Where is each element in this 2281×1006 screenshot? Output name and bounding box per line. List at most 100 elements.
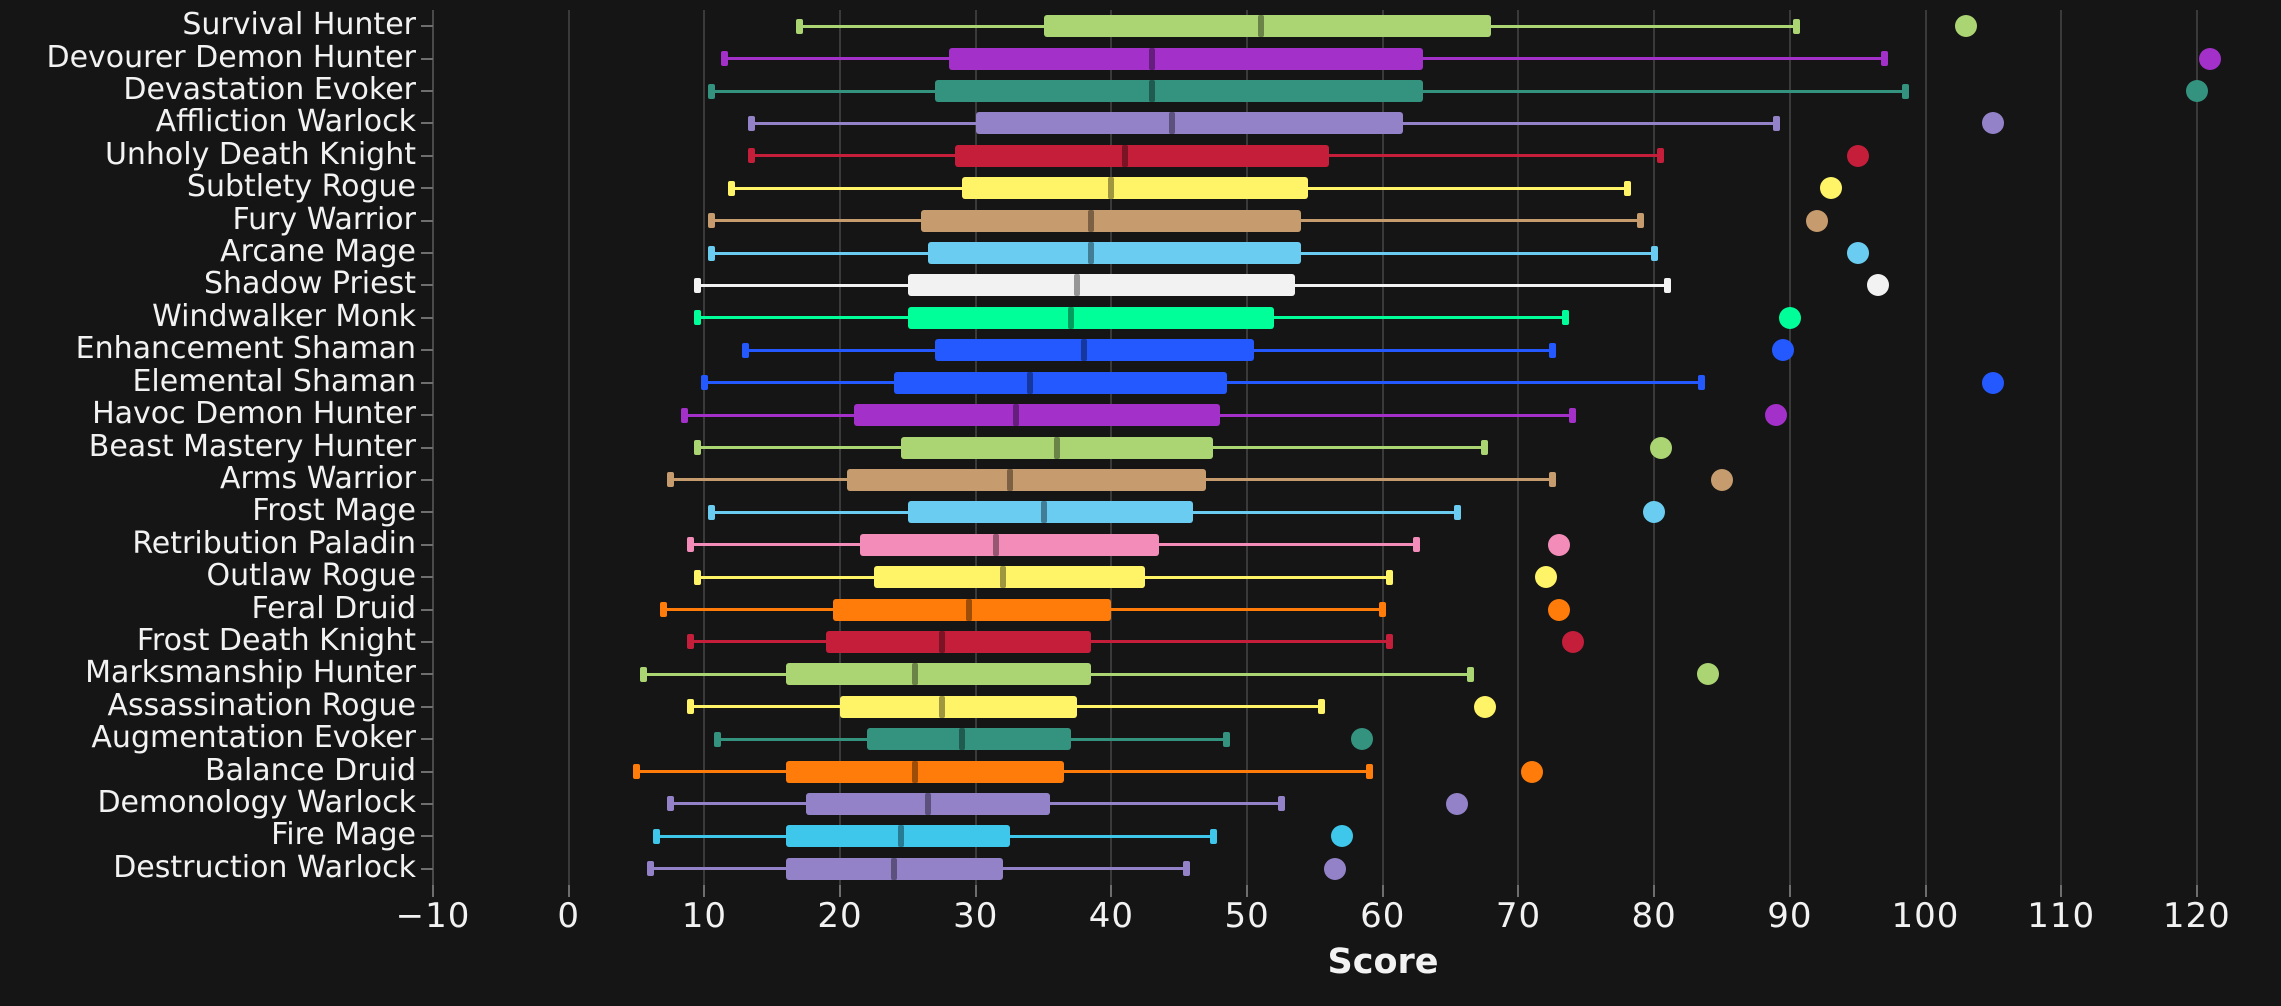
whisker-cap-low — [680, 407, 688, 423]
category-label: Survival Hunter — [182, 7, 416, 43]
outlier-dot — [1778, 306, 1801, 329]
box — [826, 630, 1092, 653]
category-label: Shadow Priest — [204, 266, 416, 302]
median-line — [1067, 306, 1074, 329]
outlier-dot — [1649, 436, 1672, 459]
y-tick — [421, 867, 433, 870]
box — [975, 112, 1404, 135]
box — [833, 598, 1112, 621]
whisker-cap-high — [1657, 148, 1665, 164]
whisker-cap-low — [707, 213, 715, 229]
median-line — [911, 760, 918, 783]
outlier-dot — [1548, 533, 1571, 556]
category-label: Frost Death Knight — [136, 622, 416, 658]
median-line — [1006, 468, 1013, 491]
median-line — [911, 663, 918, 686]
whisker-cap-high — [1793, 18, 1801, 34]
y-tick — [421, 90, 433, 93]
median-line — [1088, 242, 1095, 265]
y-tick — [421, 25, 433, 28]
x-tick-label: 90 — [1767, 896, 1813, 936]
y-tick — [421, 122, 433, 125]
y-tick — [421, 738, 433, 741]
whisker-line-low — [690, 640, 827, 644]
x-axis-title: Score — [1327, 942, 1439, 982]
median-line — [1121, 144, 1128, 167]
whisker-line-low — [751, 154, 956, 158]
whisker-line-low — [745, 348, 936, 352]
box — [921, 209, 1302, 232]
x-tick — [432, 885, 434, 897]
box — [873, 566, 1146, 589]
whisker-cap-low — [748, 148, 756, 164]
x-tick — [1246, 885, 1249, 897]
x-tick-label: 80 — [1631, 896, 1677, 936]
x-tick-label: 40 — [1088, 896, 1135, 936]
box — [785, 663, 1092, 686]
whisker-line-low — [643, 672, 786, 676]
category-label: Beast Mastery Hunter — [88, 428, 416, 464]
x-tick — [2060, 885, 2063, 897]
whisker-line-high — [1091, 640, 1390, 644]
whisker-cap-low — [687, 634, 695, 650]
whisker-cap-low — [707, 504, 715, 520]
median-line — [938, 630, 945, 653]
whisker-cap-low — [728, 180, 735, 196]
whisker-cap-high — [1548, 342, 1556, 358]
whisker-cap-high — [1901, 83, 1909, 99]
whisker-line-low — [670, 478, 847, 482]
whisker-cap-high — [1365, 764, 1373, 780]
whisker-cap-low — [687, 537, 695, 553]
whisker-line-high — [1301, 219, 1641, 223]
whisker-cap-high — [1413, 537, 1421, 553]
y-tick — [421, 673, 433, 676]
median-line — [1169, 112, 1176, 135]
outlier-dot — [1846, 242, 1869, 265]
x-tick-label: 0 — [557, 896, 580, 936]
y-tick — [421, 284, 433, 287]
whisker-cap-low — [707, 245, 715, 261]
whisker-line-high — [1091, 672, 1471, 676]
box — [935, 339, 1254, 362]
category-label: Augmentation Evoker — [91, 720, 416, 756]
whisker-cap-high — [1318, 699, 1326, 715]
whisker-cap-low — [666, 796, 674, 812]
box — [894, 371, 1227, 394]
outlier-dot — [2185, 80, 2208, 103]
whisker-cap-high — [1209, 828, 1217, 844]
whisker-line-high — [1070, 737, 1227, 741]
x-tick-label: 60 — [1360, 896, 1406, 936]
y-tick — [421, 57, 433, 60]
x-tick-label: 120 — [2162, 896, 2231, 936]
x-tick — [567, 885, 570, 897]
whisker-line-high — [1206, 478, 1553, 482]
y-tick — [421, 446, 433, 449]
whisker-line-high — [1403, 121, 1777, 125]
whisker-cap-low — [646, 861, 654, 877]
gridline — [1517, 10, 1520, 885]
whisker-cap-low — [687, 699, 695, 715]
whisker-cap-high — [1182, 861, 1190, 877]
box — [907, 274, 1295, 297]
gridline — [1924, 10, 1927, 885]
box — [785, 760, 1064, 783]
outlier-dot — [1846, 144, 1869, 167]
box — [948, 47, 1424, 70]
y-tick — [421, 219, 433, 222]
box — [840, 695, 1078, 718]
whisker-cap-low — [714, 731, 722, 747]
box — [907, 501, 1193, 524]
category-label: Fury Warrior — [232, 201, 416, 237]
x-tick — [1653, 885, 1656, 897]
whisker-line-high — [1423, 57, 1885, 61]
whisker-line-high — [1491, 24, 1797, 28]
y-tick — [421, 511, 433, 514]
whisker-cap-low — [721, 51, 729, 67]
whisker-line-high — [1226, 381, 1702, 385]
whisker-line-low — [636, 770, 786, 774]
category-label: Unholy Death Knight — [104, 136, 416, 172]
median-line — [1257, 15, 1264, 38]
whisker-line-low — [724, 57, 949, 61]
outlier-dot — [1710, 468, 1733, 491]
median-line — [1149, 47, 1156, 70]
